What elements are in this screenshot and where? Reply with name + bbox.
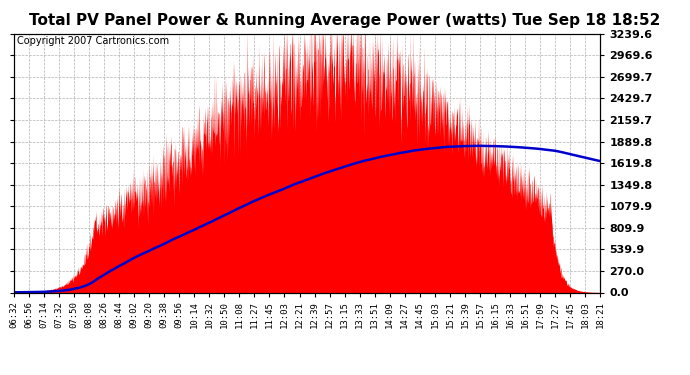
Text: Total PV Panel Power & Running Average Power (watts) Tue Sep 18 18:52: Total PV Panel Power & Running Average P… bbox=[29, 13, 661, 28]
Text: Copyright 2007 Cartronics.com: Copyright 2007 Cartronics.com bbox=[17, 36, 169, 46]
